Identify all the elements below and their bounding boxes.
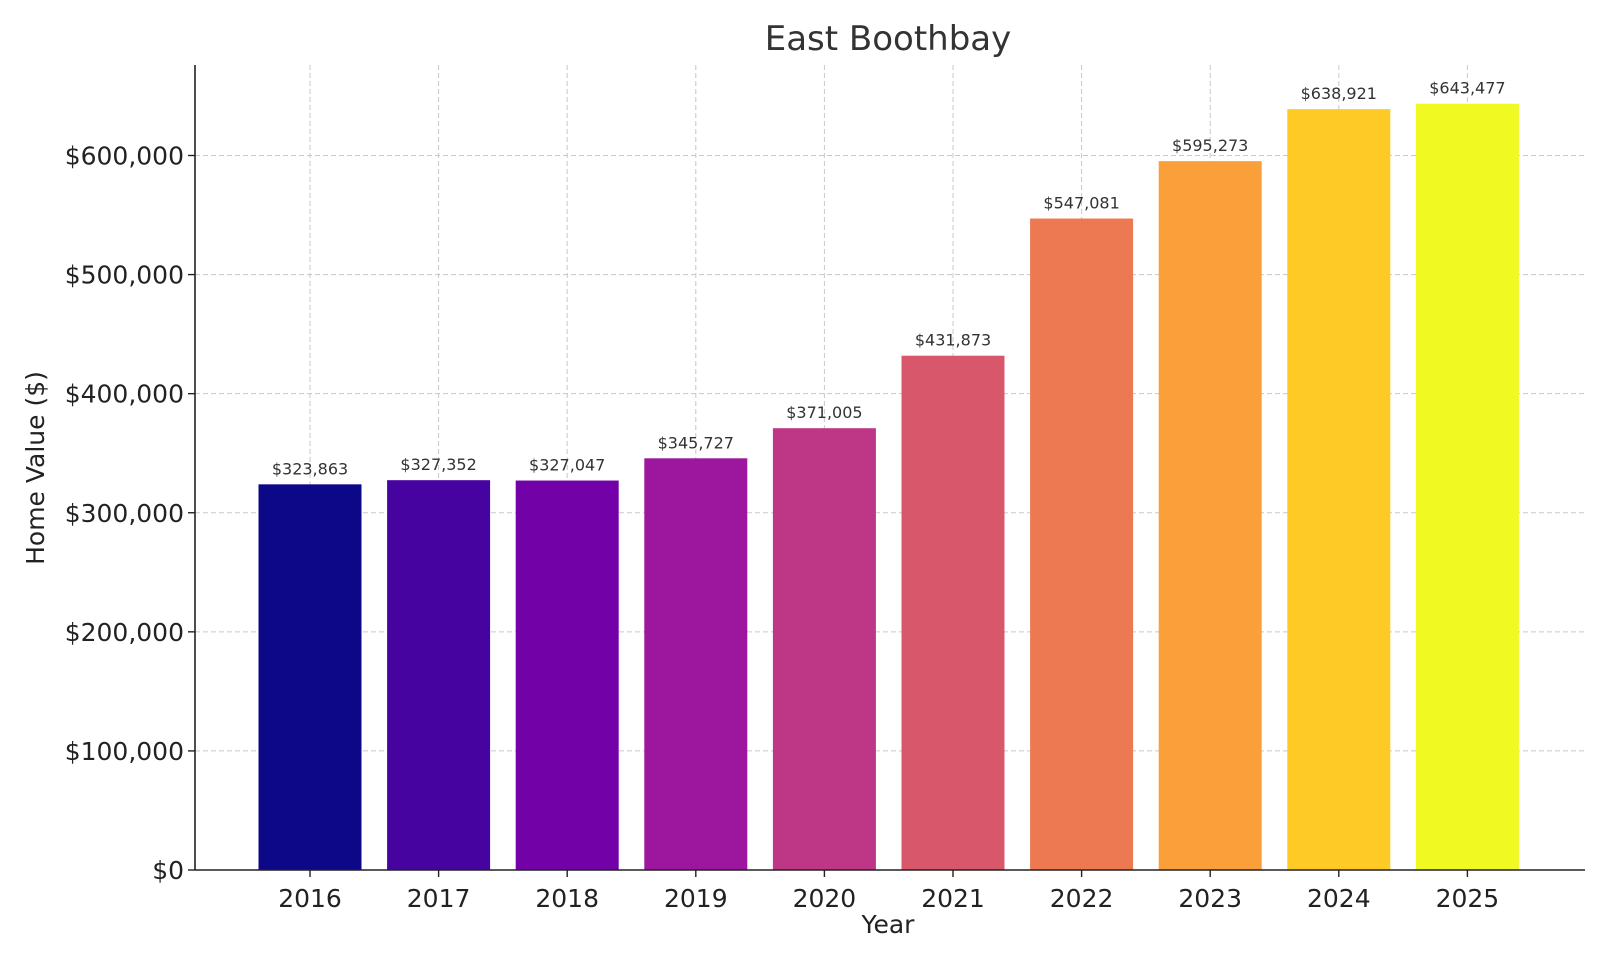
- axis-layer: [194, 65, 1585, 871]
- bar-layer: [258, 103, 1519, 871]
- bar-2017: [387, 480, 491, 870]
- data-label: $327,047: [529, 456, 605, 475]
- data-label: $345,727: [658, 433, 734, 452]
- bar-2025: [1415, 103, 1519, 870]
- x-axis-title: Year: [861, 910, 916, 939]
- y-tick-label: $300,000: [65, 499, 184, 528]
- x-tick-label: 2024: [1307, 884, 1371, 913]
- y-tick-label: $200,000: [65, 618, 184, 647]
- x-tick-label: 2017: [407, 884, 471, 913]
- x-tick-label: 2018: [535, 884, 599, 913]
- data-label: $323,863: [272, 459, 348, 478]
- bar-2024: [1287, 109, 1391, 870]
- data-label: $431,873: [915, 331, 991, 350]
- x-tick-label: 2021: [921, 884, 985, 913]
- bar-2023: [1158, 161, 1262, 870]
- label-layer: $0 $100,000 $200,000 $300,000 $400,000 $500,0…: [65, 79, 1506, 913]
- x-tick-label: 2016: [278, 884, 342, 913]
- bar-2020: [772, 428, 876, 870]
- data-label: $643,477: [1429, 79, 1505, 98]
- x-tick-label: 2022: [1050, 884, 1114, 913]
- bar-2022: [1030, 218, 1134, 871]
- data-label: $638,921: [1301, 84, 1377, 103]
- x-tick-label: 2023: [1178, 884, 1242, 913]
- y-tick-label: $100,000: [65, 737, 184, 766]
- y-tick-label: $0: [152, 856, 184, 885]
- data-label: $371,005: [786, 403, 862, 422]
- data-label: $547,081: [1043, 194, 1119, 213]
- data-label: $595,273: [1172, 136, 1248, 155]
- y-tick-label: $400,000: [65, 380, 184, 409]
- y-tick-label: $600,000: [65, 142, 184, 171]
- y-tick-label: $500,000: [65, 261, 184, 290]
- data-label: $327,352: [400, 455, 476, 474]
- chart-title: East Boothbay: [765, 19, 1012, 59]
- bar-2019: [644, 458, 748, 870]
- bar-2018: [515, 480, 619, 870]
- x-tick-label: 2020: [793, 884, 857, 913]
- x-tick-label: 2025: [1436, 884, 1500, 913]
- y-axis-title: Home Value ($): [21, 371, 50, 565]
- bar-2021: [901, 355, 1005, 870]
- bar-2016: [258, 484, 362, 870]
- x-tick-label: 2019: [664, 884, 728, 913]
